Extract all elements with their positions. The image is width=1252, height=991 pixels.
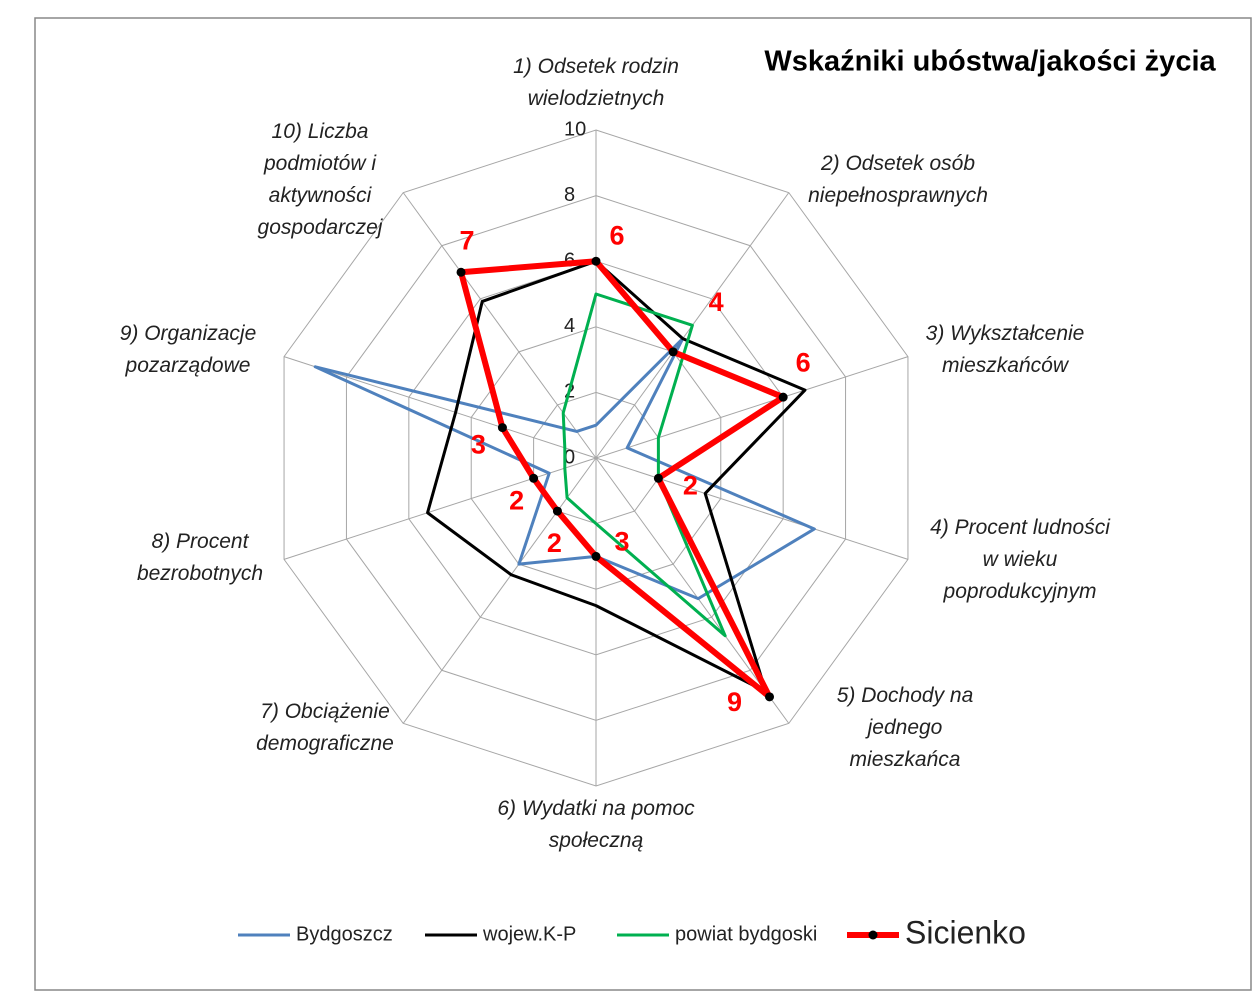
category-label: 1) Odsetek rodzin wielodzietnych [513,55,679,110]
tick-label: 10 [564,118,586,140]
tick-label: 0 [564,446,575,468]
category-label: 7) Obciążenie demograficzne [256,700,394,755]
data-label: 2 [683,470,698,500]
category-label: 9) Organizacje pozarządowe [119,322,257,377]
category-label: 6) Wydatki na pomoc społeczną [497,797,695,852]
axis-spoke [283,457,597,560]
chart-title: Wskaźniki ubóstwa/jakości życia [764,46,1216,78]
axis-spoke [595,457,909,560]
legend-label: powiat bydgoski [675,923,817,945]
tick-label: 8 [564,184,575,206]
legend-label: wojew.K-P [482,923,576,945]
axis-spoke [595,356,909,459]
data-label: 2 [547,528,562,558]
marker [591,551,601,561]
marker [552,506,562,516]
legend-label: Sicienko [905,914,1026,950]
category-label: 3) Wykształcenie mieszkańców [925,322,1085,377]
series-line [561,292,727,638]
legend-marker [868,930,878,940]
data-label: 7 [460,225,475,255]
marker [529,473,539,483]
axis-spoke [595,457,790,724]
data-label: 4 [709,287,724,317]
series-line [426,259,807,694]
marker [653,473,663,483]
marker [668,347,678,357]
legend-label: Bydgoszcz [296,923,393,945]
data-label: 3 [614,527,629,557]
tick-label: 4 [564,315,575,337]
data-label: 6 [609,220,624,250]
category-label: 4) Procent ludności w wieku poprodukcyjn… [930,516,1110,603]
chart-frame [34,17,1252,991]
data-label: 6 [796,347,811,377]
marker [456,267,466,277]
category-label: 5) Dochody na jednego mieszkańca [836,684,974,771]
category-label: 2) Odsetek osób niepełnosprawnych [808,152,988,207]
data-label: 9 [727,687,742,717]
data-label: 2 [509,485,524,515]
axis-spoke [283,356,597,459]
marker [778,392,788,402]
marker [765,692,775,702]
axis-spoke [402,457,597,724]
category-label: 10) Liczba podmiotów i aktywności gospod… [257,120,383,239]
marker [497,423,507,433]
marker [591,256,601,266]
category-label: 8) Procent bezrobotnych [136,530,264,585]
data-label: 3 [471,430,486,460]
